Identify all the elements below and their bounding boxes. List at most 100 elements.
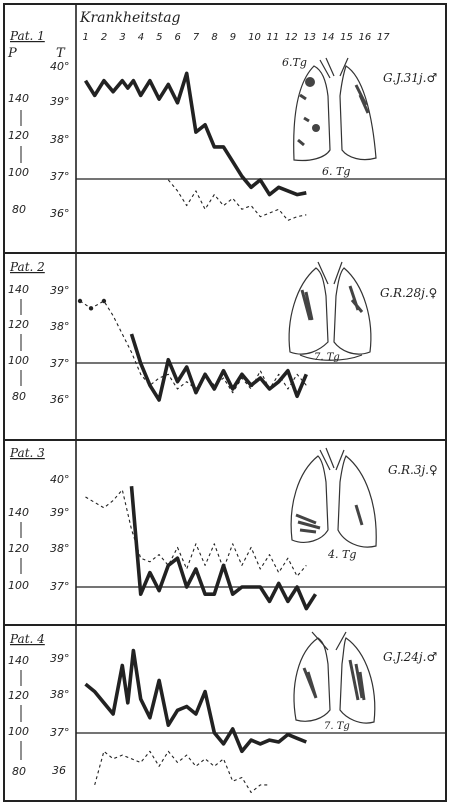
pulse-tick-labels: 140 120 100 80 <box>8 654 29 778</box>
temp-tick: 37° <box>50 357 70 370</box>
day-label: 11 <box>267 32 280 43</box>
pulse-tick-100: 100 <box>8 725 29 738</box>
lung-annotation: 7. Tg <box>314 352 340 363</box>
pulse-tick-labels: 140 120 100 <box>8 506 29 592</box>
bold-series-line <box>129 486 318 611</box>
day-labels: 1 2 3 4 5 6 7 8 9 10 11 12 13 14 15 16 17 <box>83 32 391 43</box>
series-point <box>88 306 94 311</box>
plot-area-pat-4 <box>84 648 307 793</box>
plot-area-pat-1 <box>83 71 307 221</box>
patient-label: G.R.28j.♀ <box>380 286 437 300</box>
pulse-tick-140: 140 <box>8 654 29 667</box>
temp-axis-head: T <box>56 46 66 61</box>
lung-sketch-pat-2 <box>288 261 372 361</box>
temp-tick: 38° <box>50 542 70 555</box>
dashed-series-line <box>94 750 270 793</box>
pulse-tick-80: 80 <box>12 765 26 778</box>
temp-tick: 39° <box>50 284 70 297</box>
temp-tick: 39° <box>50 506 70 519</box>
pulse-tick-120: 120 <box>8 542 29 555</box>
day-label: 6 <box>175 32 181 43</box>
lung-annotation: 7. Tg <box>324 721 350 732</box>
temp-tick-labels: 40° 39° 38° 37° <box>50 473 70 593</box>
lung-annotation: 4. Tg <box>327 548 356 561</box>
panel-pat-4: Pat. 4 140 120 100 80 39° 38° 37° 36 7. … <box>8 631 437 793</box>
day-label: 3 <box>119 32 125 43</box>
dashed-series-line <box>79 300 307 394</box>
pulse-tick-140: 140 <box>8 283 29 296</box>
pulse-tick-100: 100 <box>8 166 29 179</box>
day-label: 7 <box>193 32 200 43</box>
pulse-axis-head: P <box>7 46 17 61</box>
series-point <box>101 298 107 304</box>
dashed-series-line <box>167 179 307 221</box>
day-label: 14 <box>322 32 335 43</box>
temp-tick: 37° <box>50 170 70 183</box>
panel-label: Pat. 4 <box>9 632 45 646</box>
temp-tick: 40° <box>50 60 70 73</box>
day-label: 8 <box>211 32 217 43</box>
day-label: 17 <box>377 32 390 43</box>
pulse-tick-140: 140 <box>8 506 29 519</box>
lung-annotation: 6. Tg <box>322 165 350 178</box>
temp-tick: 36° <box>50 393 70 406</box>
day-label: 12 <box>285 32 298 43</box>
day-label: 4 <box>138 32 144 43</box>
day-axis-label: Krankheitstag <box>79 10 181 26</box>
figure-frame <box>3 3 447 802</box>
patient-label: G.R.3j.♀ <box>388 463 438 477</box>
temp-tick-labels: 39° 38° 37° 36° <box>50 284 70 406</box>
pulse-tick-labels: 140 120 100 80 <box>8 283 29 403</box>
panel-label: Pat. 2 <box>9 260 45 274</box>
pulse-tick-140: 140 <box>8 92 29 105</box>
panel-pat-2: Pat. 2 140 120 100 80 39° 38° 37° 36° 7.… <box>8 260 437 406</box>
pulse-tick-80: 80 <box>12 390 26 403</box>
pulse-tick-120: 120 <box>8 318 29 331</box>
temp-tick: 39° <box>50 95 70 108</box>
lung-sketch-pat-3 <box>290 447 377 548</box>
patient-label: G.J.24j.♂ <box>383 650 437 664</box>
day-label: 13 <box>303 32 316 43</box>
bold-series-line <box>83 71 307 197</box>
day-label: 1 <box>83 32 89 43</box>
lung-annotation: 6.Tg <box>282 56 307 69</box>
panel-pat-3: Pat. 3 140 120 100 40° 39° 38° 37° 4. Tg… <box>8 446 438 611</box>
temp-tick: 38° <box>50 320 70 333</box>
dashed-series-line <box>85 489 307 577</box>
panel-label: Pat. 1 <box>9 29 45 43</box>
pulse-tick-labels: 140 120 100 80 <box>8 92 29 216</box>
plot-area-pat-3 <box>85 486 318 611</box>
pulse-tick-120: 120 <box>8 689 29 702</box>
temp-tick: 39° <box>50 652 70 665</box>
day-label: 10 <box>248 32 261 43</box>
bold-series-line <box>84 648 307 754</box>
pulse-tick-100: 100 <box>8 354 29 367</box>
pulse-tick-100: 100 <box>8 579 29 592</box>
pulse-tick-80: 80 <box>12 203 26 216</box>
bold-series-line <box>129 333 308 402</box>
day-label: 9 <box>230 32 236 43</box>
temp-tick-labels: 40° 39° 38° 37° 36° <box>50 60 70 220</box>
patient-label: G.J.31j.♂ <box>383 71 437 85</box>
plot-area-pat-2 <box>77 298 308 402</box>
temp-tick: 38° <box>50 688 70 701</box>
temp-tick: 38° <box>50 133 70 146</box>
header-row: Krankheitstag 1 2 3 4 5 6 7 8 9 10 11 12 13 14 15 16 17 … <box>7 10 390 61</box>
panel-label: Pat. 3 <box>9 446 45 460</box>
temp-tick: 37° <box>50 726 70 739</box>
series-point <box>77 298 83 304</box>
day-label: 5 <box>156 32 162 43</box>
temp-tick: 36 <box>52 764 66 777</box>
lung-sketch-pat-4 <box>293 631 376 724</box>
lung-sketch-pat-1 <box>293 57 377 162</box>
temp-tick: 40° <box>50 473 70 486</box>
temp-tick: 36° <box>50 207 70 220</box>
temp-tick-labels: 39° 38° 37° 36 <box>50 652 70 777</box>
day-label: 2 <box>101 32 107 43</box>
panel-pat-1: Pat. 1 140 120 100 80 40° 39° 38° 37° 36… <box>8 29 437 221</box>
temp-tick: 37° <box>50 580 70 593</box>
day-label: 15 <box>340 32 353 43</box>
pulse-tick-120: 120 <box>8 129 29 142</box>
day-label: 16 <box>359 32 372 43</box>
